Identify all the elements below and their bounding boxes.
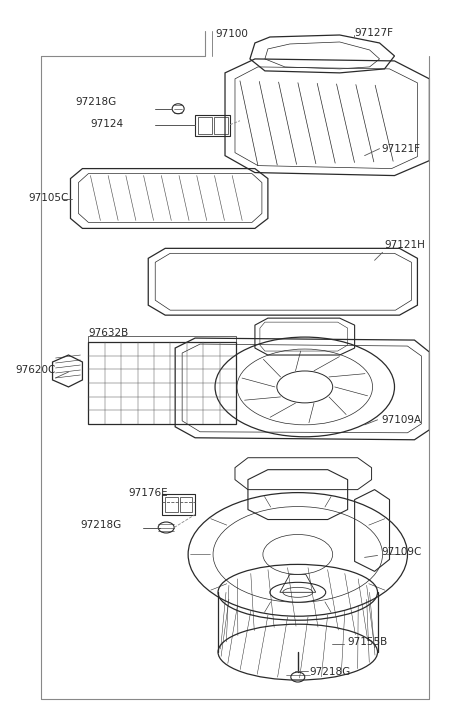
Ellipse shape bbox=[270, 582, 326, 602]
Text: 97109C: 97109C bbox=[381, 547, 422, 558]
Text: 97100: 97100 bbox=[215, 29, 248, 39]
Text: 97632B: 97632B bbox=[89, 328, 129, 338]
Text: 97127F: 97127F bbox=[355, 28, 394, 38]
Text: 97124: 97124 bbox=[90, 119, 123, 129]
Text: 97218G: 97218G bbox=[75, 97, 117, 107]
Text: 97109A: 97109A bbox=[381, 415, 422, 425]
Text: 97121F: 97121F bbox=[381, 144, 420, 153]
Text: 97218G: 97218G bbox=[310, 667, 351, 677]
Text: 97620C: 97620C bbox=[16, 365, 56, 375]
Text: 97218G: 97218G bbox=[80, 520, 122, 529]
Text: 97176E: 97176E bbox=[129, 488, 168, 497]
Text: 97105C: 97105C bbox=[28, 193, 69, 203]
Text: 97155B: 97155B bbox=[347, 637, 388, 647]
Text: 97121H: 97121H bbox=[385, 241, 425, 250]
